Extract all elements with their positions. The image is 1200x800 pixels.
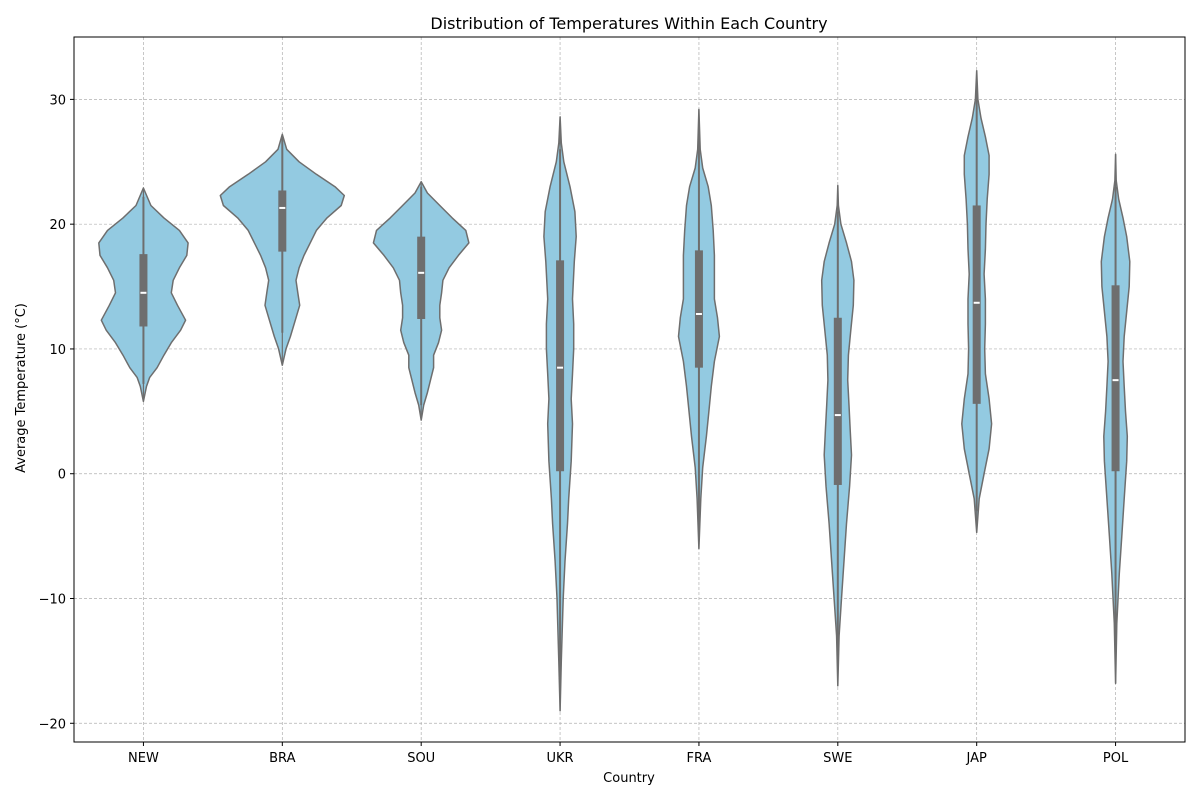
violin-iqr-box	[1111, 285, 1120, 472]
violin-iqr-box	[139, 254, 148, 327]
violin-layer	[98, 69, 1131, 712]
violin-iqr-box	[972, 205, 981, 404]
violin-iqr-box	[556, 260, 565, 472]
x-tick-label: UKR	[547, 751, 574, 766]
y-tick-label: −10	[39, 593, 66, 608]
y-tick-label: 10	[49, 343, 66, 358]
x-tick-label: SWE	[823, 751, 852, 766]
tick-layer: −20 −10 0 10 20 30 NEW BRA SOU UKR FRA SWE JAP POL	[39, 93, 1129, 766]
x-tick-label: SOU	[407, 751, 435, 766]
y-tick-label: −20	[39, 717, 66, 732]
y-tick-label: 30	[49, 93, 66, 108]
x-tick-label: NEW	[128, 751, 159, 766]
y-axis-label: Average Temperature (°C)	[14, 303, 29, 473]
x-axis-label: Country	[603, 771, 655, 786]
violin-iqr-box	[833, 317, 842, 485]
x-tick-label: POL	[1103, 751, 1129, 766]
violin-iqr-box	[417, 236, 426, 319]
chart-title: Distribution of Temperatures Within Each…	[430, 14, 827, 33]
x-tick-label: JAP	[966, 751, 987, 766]
violin-iqr-box	[278, 190, 287, 252]
x-tick-label: FRA	[686, 751, 711, 766]
plot-frame	[73, 36, 1186, 743]
x-tick-label: BRA	[269, 751, 295, 766]
grid-layer	[74, 37, 1185, 742]
y-tick-label: 0	[58, 468, 66, 483]
y-tick-label: 20	[49, 218, 66, 233]
violin-iqr-box	[694, 250, 703, 368]
